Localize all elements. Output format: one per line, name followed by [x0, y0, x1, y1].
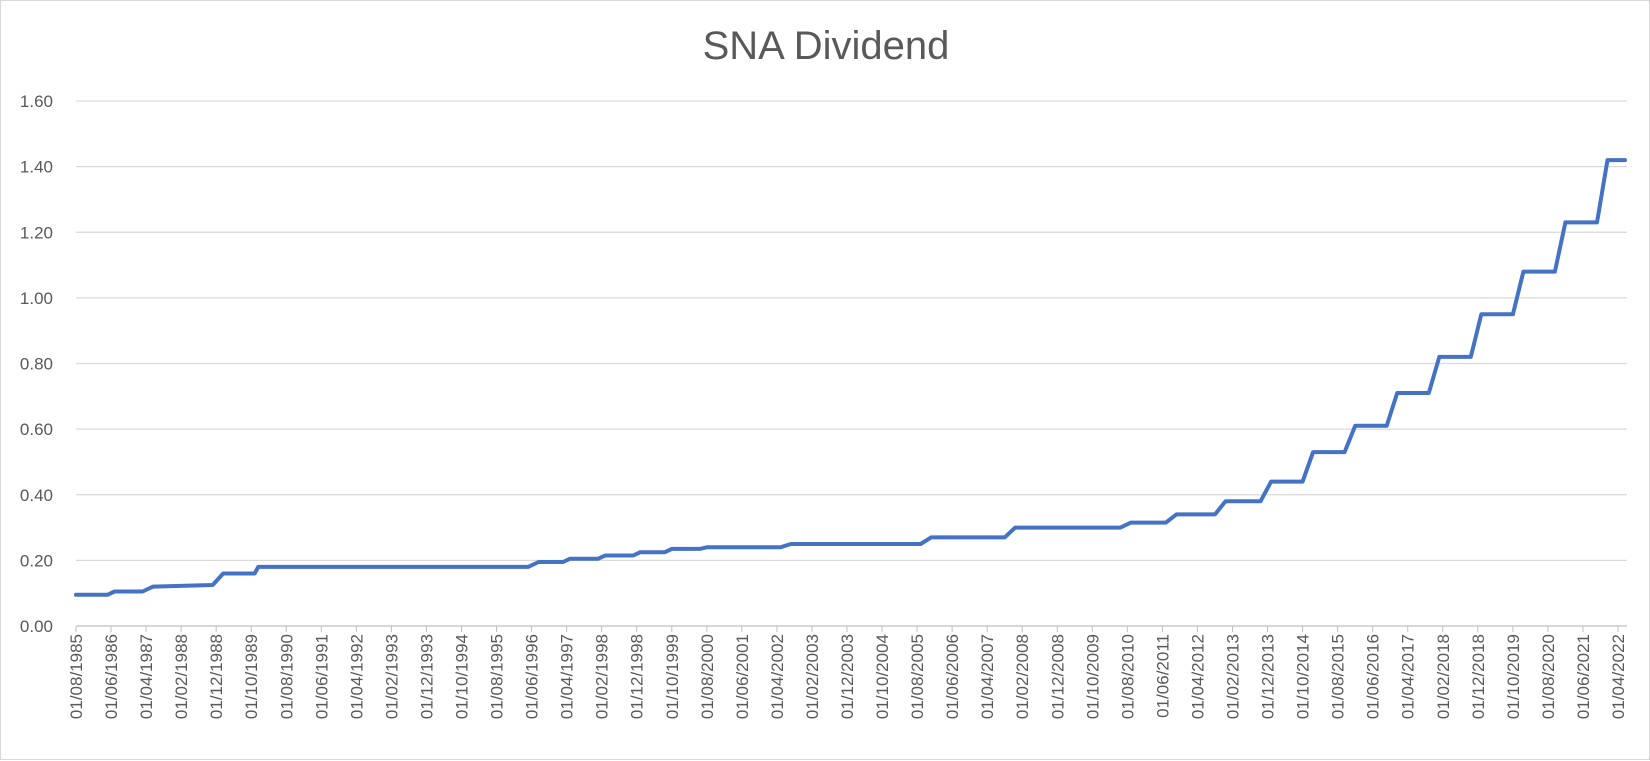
x-tick-label: 01/04/2007: [978, 634, 997, 719]
x-tick-label: 01/10/1989: [242, 634, 261, 719]
x-tick-label: 01/06/2021: [1574, 634, 1593, 719]
x-tick-label: 01/12/2013: [1259, 634, 1278, 719]
x-tick-label: 01/04/2002: [768, 634, 787, 719]
x-tick-label: 01/08/2000: [698, 634, 717, 719]
x-tick-label: 01/06/1991: [312, 634, 331, 719]
x-tick-label: 01/08/2015: [1329, 634, 1348, 719]
x-tick-label: 01/08/1985: [67, 634, 86, 719]
x-tick-label: 01/04/2017: [1399, 634, 1418, 719]
x-tick-label: 01/10/2019: [1504, 634, 1523, 719]
x-tick-label: 01/06/2011: [1153, 634, 1172, 718]
x-tick-label: 01/08/2020: [1539, 634, 1558, 719]
y-axis-ticks: 0.00 0.20 0.40 0.60 0.80 1.00 1.20 1.40 1.60: [20, 92, 53, 636]
x-tick-label: 01/10/1994: [453, 634, 472, 719]
y-tick-label: 0.60: [20, 420, 53, 439]
x-tick-label: 01/04/1997: [558, 634, 577, 719]
y-tick-label: 1.40: [20, 158, 53, 177]
y-tick-label: 0.40: [20, 486, 53, 505]
x-tick-label: 01/02/1988: [172, 634, 191, 719]
x-tick-label: 01/06/1986: [102, 634, 121, 719]
x-tick-label: 01/02/1998: [593, 634, 612, 719]
x-axis-ticks: 01/08/1985 01/06/1986 01/04/1987 01/02/1988…: [67, 626, 1628, 719]
x-tick-label: 01/12/1993: [417, 634, 436, 719]
x-tick-label: 01/02/2018: [1434, 634, 1453, 719]
x-tick-label: 01/12/2018: [1469, 634, 1488, 719]
x-tick-label: 01/08/1995: [488, 634, 507, 719]
x-tick-label: 01/06/2016: [1364, 634, 1383, 719]
x-tick-label: 01/06/2006: [943, 634, 962, 719]
y-tick-label: 0.00: [20, 617, 53, 636]
x-tick-label: 01/10/2009: [1083, 634, 1102, 719]
x-tick-label: 01/06/2001: [733, 634, 752, 719]
x-tick-label: 01/04/1987: [137, 634, 156, 719]
x-tick-label: 01/10/1999: [663, 634, 682, 719]
x-tick-label: 01/04/2012: [1188, 634, 1207, 719]
x-tick-label: 01/08/2005: [908, 634, 927, 719]
x-tick-label: 01/08/2010: [1118, 634, 1137, 719]
series-line: [74, 158, 1627, 597]
y-tick-label: 1.20: [20, 223, 53, 242]
x-tick-label: 01/08/1990: [277, 634, 296, 719]
y-tick-label: 0.20: [20, 551, 53, 570]
x-tick-label: 01/10/2004: [873, 634, 892, 719]
chart-title: SNA Dividend: [703, 24, 950, 68]
grid-layer: [76, 100, 1627, 627]
x-tick-label: 01/04/2022: [1609, 634, 1628, 719]
x-tick-label: 01/04/1992: [347, 634, 366, 719]
x-tick-label: 01/10/2014: [1294, 634, 1313, 719]
y-tick-label: 1.60: [20, 92, 53, 111]
x-tick-label: 01/02/2003: [803, 634, 822, 719]
x-tick-label: 01/02/2013: [1224, 634, 1243, 719]
y-tick-label: 0.80: [20, 355, 53, 374]
x-tick-label: 01/02/2008: [1013, 634, 1032, 719]
x-tick-label: 01/02/1993: [382, 634, 401, 719]
x-tick-label: 01/12/2008: [1048, 634, 1067, 719]
series-layer: [74, 158, 1627, 597]
y-tick-label: 1.00: [20, 289, 53, 308]
x-tick-label: 01/12/2003: [838, 634, 857, 719]
x-tick-label: 01/12/1988: [207, 634, 226, 719]
x-tick-label: 01/12/1998: [628, 634, 647, 719]
x-tick-label: 01/06/1996: [523, 634, 542, 719]
